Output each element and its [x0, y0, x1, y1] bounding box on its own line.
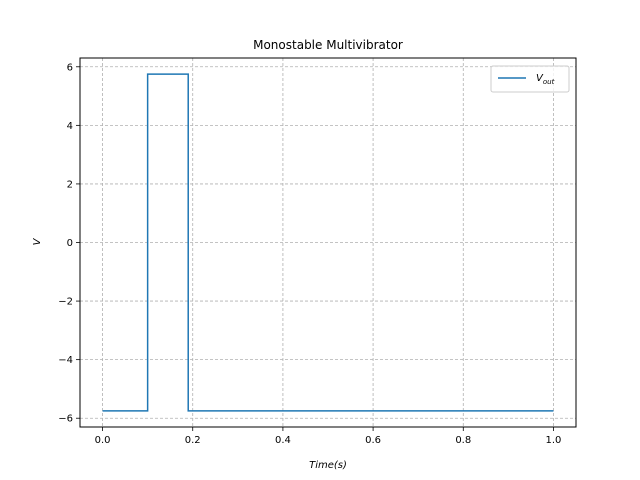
x-tick-label: 0.6: [365, 435, 381, 446]
y-tick-label: 0: [67, 238, 73, 249]
x-tick-label: 0.2: [185, 435, 201, 446]
y-tick-label: 4: [67, 121, 73, 132]
legend-label-subscript: out: [543, 78, 555, 86]
y-tick-label: 6: [67, 62, 73, 73]
y-tick-label: −4: [58, 355, 73, 366]
x-axis-label: Time(s): [309, 460, 347, 471]
chart-title: Monostable Multivibrator: [253, 38, 403, 52]
x-tick-label: 0.8: [455, 435, 471, 446]
x-tick-label: 0.4: [275, 435, 291, 446]
grid: [80, 58, 576, 427]
y-tick-label: −6: [58, 414, 73, 425]
y-axis-label: V: [32, 237, 43, 245]
x-tick-label: 1.0: [546, 435, 562, 446]
x-axis-ticks: 0.0 0.2 0.4 0.6 0.8 1.0: [95, 427, 562, 446]
y-axis-ticks: −6 −4 −2 0 2 4 6: [58, 62, 80, 425]
legend-box: [490, 65, 570, 93]
legend-label: Vout: [536, 73, 555, 86]
y-tick-label: 2: [67, 179, 73, 190]
x-tick-label: 0.0: [95, 435, 111, 446]
series-layer: [102, 73, 554, 412]
series-line-vout: [102, 73, 554, 412]
legend-label-main: V: [536, 73, 544, 84]
y-tick-label: −2: [58, 297, 73, 308]
legend: Vout: [490, 65, 570, 93]
